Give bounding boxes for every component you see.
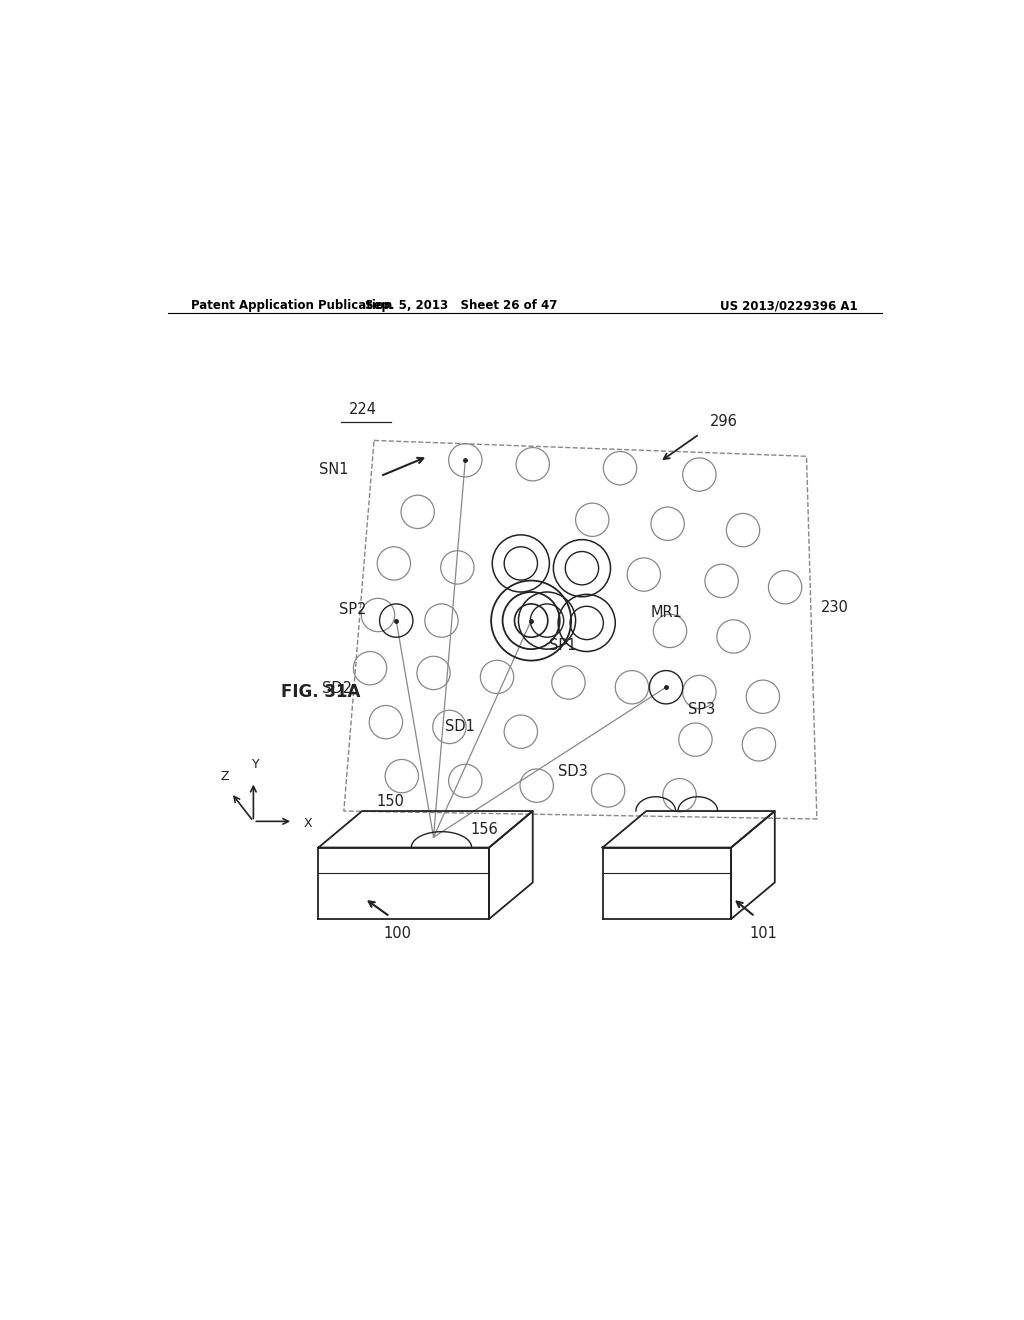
Text: 230: 230	[821, 599, 849, 615]
Text: SN1: SN1	[319, 462, 348, 478]
Text: Y: Y	[252, 758, 259, 771]
Text: Sep. 5, 2013   Sheet 26 of 47: Sep. 5, 2013 Sheet 26 of 47	[366, 300, 557, 312]
Text: 224: 224	[349, 401, 377, 417]
Text: US 2013/0229396 A1: US 2013/0229396 A1	[721, 300, 858, 312]
Text: SD1: SD1	[445, 718, 475, 734]
Text: SP1: SP1	[549, 638, 575, 653]
Text: 156: 156	[471, 822, 499, 837]
Text: X: X	[303, 817, 312, 830]
Text: Z: Z	[220, 771, 229, 783]
Text: 100: 100	[384, 927, 412, 941]
Text: SD3: SD3	[558, 764, 588, 779]
Text: MR1: MR1	[650, 605, 682, 620]
Text: 150: 150	[376, 795, 404, 809]
Text: 101: 101	[749, 927, 777, 941]
Text: 296: 296	[710, 413, 737, 429]
Text: SP2: SP2	[339, 602, 367, 616]
Text: FIG. 31A: FIG. 31A	[282, 682, 360, 701]
Text: SD2: SD2	[322, 681, 352, 697]
Text: SP3: SP3	[688, 701, 716, 717]
Text: Patent Application Publication: Patent Application Publication	[191, 300, 393, 312]
